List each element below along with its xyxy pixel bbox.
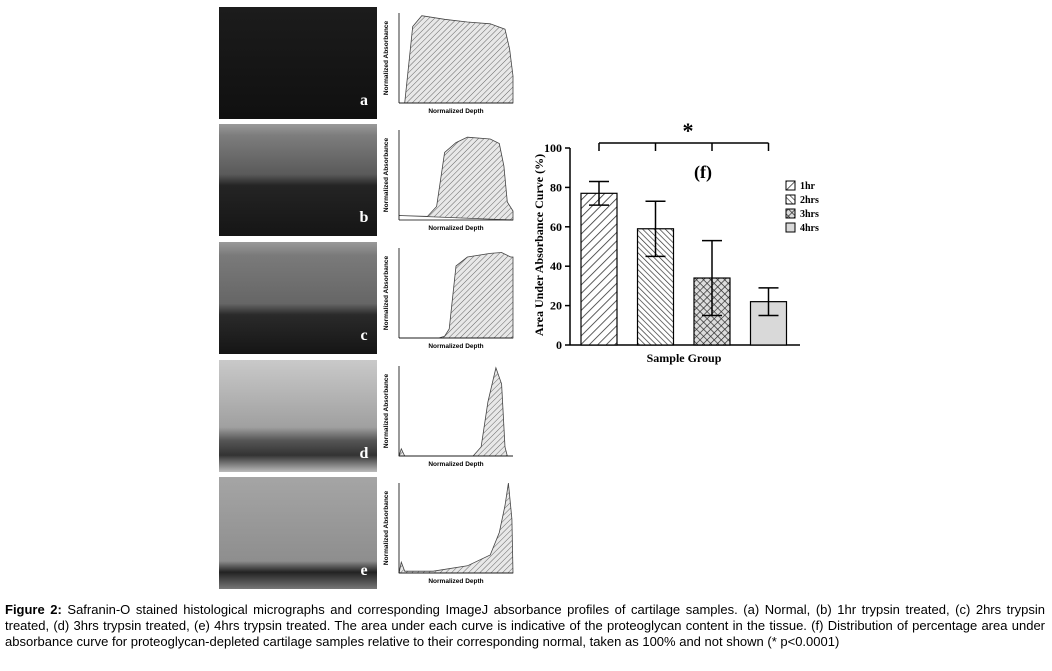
y-axis-label: Area Under Absorbance Curve (%) [532,154,546,336]
absorbance-profile [399,15,514,104]
profile-x-label: Normalized Depth [428,343,483,350]
absorbance-profile [398,136,514,221]
legend-swatch [785,180,796,191]
panel-label: a [360,92,368,109]
legend-swatch [785,208,796,219]
y-tick-label: 100 [544,141,562,155]
x-axis-label: Sample Group [647,351,722,365]
profile-y-label: Normalized Absorbance [383,491,390,566]
profile-y-label: Normalized Absorbance [383,138,390,213]
micrograph [219,242,377,354]
chart-title: (f) [694,162,712,183]
profile-x-label: Normalized Depth [428,225,483,232]
caption-text: Safranin-O stained histological microgra… [5,602,1045,649]
profile-y-label: Normalized Absorbance [383,21,390,96]
y-tick-label: 40 [550,259,562,273]
profile-y-label: Normalized Absorbance [383,374,390,449]
legend-swatch [785,222,796,233]
y-tick-label: 80 [550,180,562,194]
profile-x-label: Normalized Depth [428,578,483,585]
caption-label: Figure 2: [5,602,62,617]
y-tick-label: 20 [550,299,562,313]
absorbance-profile [398,366,513,457]
micrograph [219,477,377,589]
caption: Figure 2: Safranin-O stained histologica… [5,602,1045,650]
panel-label: c [360,327,367,344]
micrograph [219,360,377,472]
absorbance-profile [399,252,514,339]
panel-label: b [360,209,369,226]
panel-label: d [360,445,369,462]
absorbance-profile [398,482,514,574]
legend-swatch [785,194,796,205]
legend-label: 1hr [800,181,816,192]
panel-label: e [360,562,367,579]
y-tick-label: 0 [556,338,562,352]
legend-label: 4hrs [800,223,819,234]
legend-label: 2hrs [800,195,819,206]
micrograph [219,7,377,119]
micrograph [219,124,377,236]
bar [580,192,618,346]
profile-x-label: Normalized Depth [428,461,483,468]
legend-label: 3hrs [800,209,819,220]
significance-star: * [683,118,694,143]
profile-x-label: Normalized Depth [428,108,483,115]
y-tick-label: 60 [550,220,562,234]
profile-y-label: Normalized Absorbance [383,256,390,331]
